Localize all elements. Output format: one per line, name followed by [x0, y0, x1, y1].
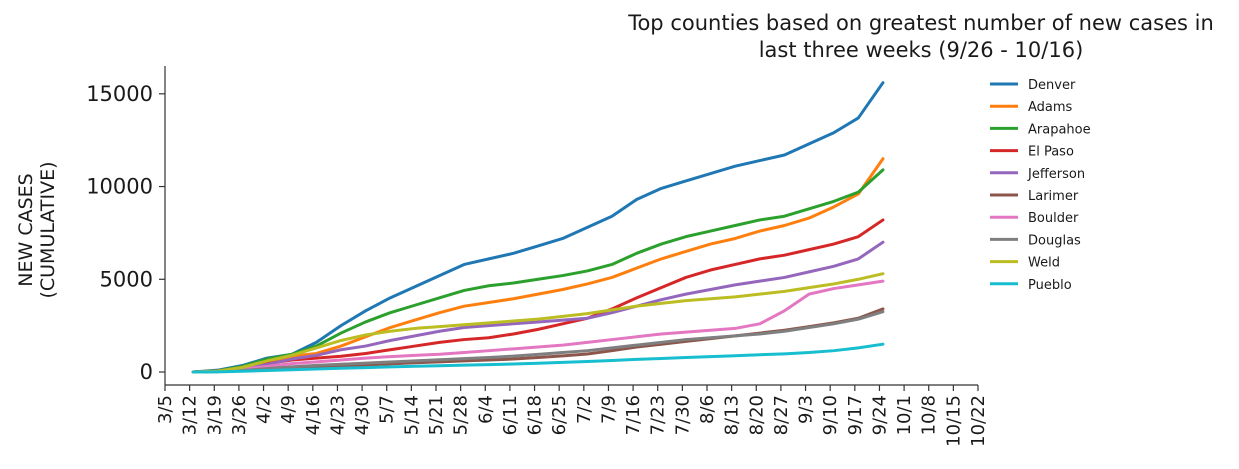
x-tick-label: 4/9: [278, 395, 299, 424]
x-tick-label: 7/23: [648, 395, 669, 435]
x-tick-label: 4/16: [303, 395, 324, 435]
x-tick-label: 7/9: [598, 395, 619, 424]
x-tick-label: 4/30: [352, 395, 373, 435]
x-tick-label: 6/11: [500, 395, 521, 435]
legend-label: Pueblo: [1028, 278, 1072, 293]
x-tick-label: 7/16: [623, 395, 644, 435]
x-tick-label: 10/22: [968, 395, 989, 447]
x-tick-label: 3/26: [229, 395, 250, 435]
x-tick-label: 6/25: [549, 395, 570, 435]
legend-label: El Paso: [1028, 145, 1074, 160]
series-line-weld: [191, 272, 885, 374]
x-tick-label: 5/14: [401, 395, 422, 435]
y-tick-label: 15000: [86, 82, 153, 106]
legend-label: Boulder: [1028, 211, 1079, 226]
series-line-pueblo: [191, 342, 885, 374]
series-line-douglas: [191, 310, 885, 374]
series-line-adams: [191, 157, 885, 374]
x-tick-label: 3/5: [155, 395, 176, 424]
x-tick-label: 5/21: [426, 395, 447, 435]
x-tick-label: 6/18: [525, 395, 546, 435]
y-axis-label-line: (CUMULATIVE): [37, 161, 59, 298]
legend-label: Denver: [1028, 78, 1076, 93]
x-tick-label: 9/10: [820, 395, 841, 435]
chart-title-line: last three weeks (9/26 - 10/16): [759, 38, 1084, 62]
x-tick-label: 7/2: [574, 395, 595, 424]
x-tick-label: 4/23: [327, 395, 348, 435]
x-tick-label: 10/8: [919, 395, 940, 435]
x-tick-label: 8/27: [771, 395, 792, 435]
x-tick-label: 8/13: [722, 395, 743, 435]
legend-label: Larimer: [1028, 189, 1079, 204]
x-tick-label: 9/24: [869, 395, 890, 435]
x-tick-label: 10/15: [943, 395, 964, 447]
y-tick-label: 10000: [86, 175, 153, 199]
x-tick-label: 5/28: [451, 395, 472, 435]
y-axis-label-line: NEW CASES: [15, 173, 37, 286]
series-line-arapahoe: [191, 168, 885, 374]
y-tick-label: 5000: [100, 267, 153, 291]
x-tick-label: 8/6: [697, 395, 718, 424]
series-line-jefferson: [191, 240, 885, 374]
x-tick-label: 10/1: [894, 395, 915, 435]
legend-label: Arapahoe: [1028, 122, 1091, 137]
series-line-el-paso: [191, 218, 885, 374]
series-line-denver: [191, 81, 885, 374]
chart-title-line: Top counties based on greatest number of…: [627, 11, 1214, 35]
series-line-boulder: [191, 279, 885, 374]
x-tick-label: 3/12: [180, 395, 201, 435]
x-tick-label: 7/30: [672, 395, 693, 435]
series-group: [191, 81, 885, 374]
x-tick-label: 8/20: [746, 395, 767, 435]
legend-label: Adams: [1028, 100, 1073, 115]
x-tick-label: 3/19: [204, 395, 225, 435]
y-tick-label: 0: [140, 360, 153, 384]
x-tick-label: 4/2: [254, 395, 275, 424]
x-tick-label: 6/4: [475, 395, 496, 424]
legend-label: Douglas: [1028, 233, 1081, 248]
x-tick-label: 5/7: [377, 395, 398, 424]
x-tick-label: 9/17: [845, 395, 866, 435]
legend-label: Weld: [1028, 256, 1060, 271]
legend-label: Jefferson: [1027, 167, 1085, 182]
x-tick-label: 9/3: [796, 395, 817, 424]
